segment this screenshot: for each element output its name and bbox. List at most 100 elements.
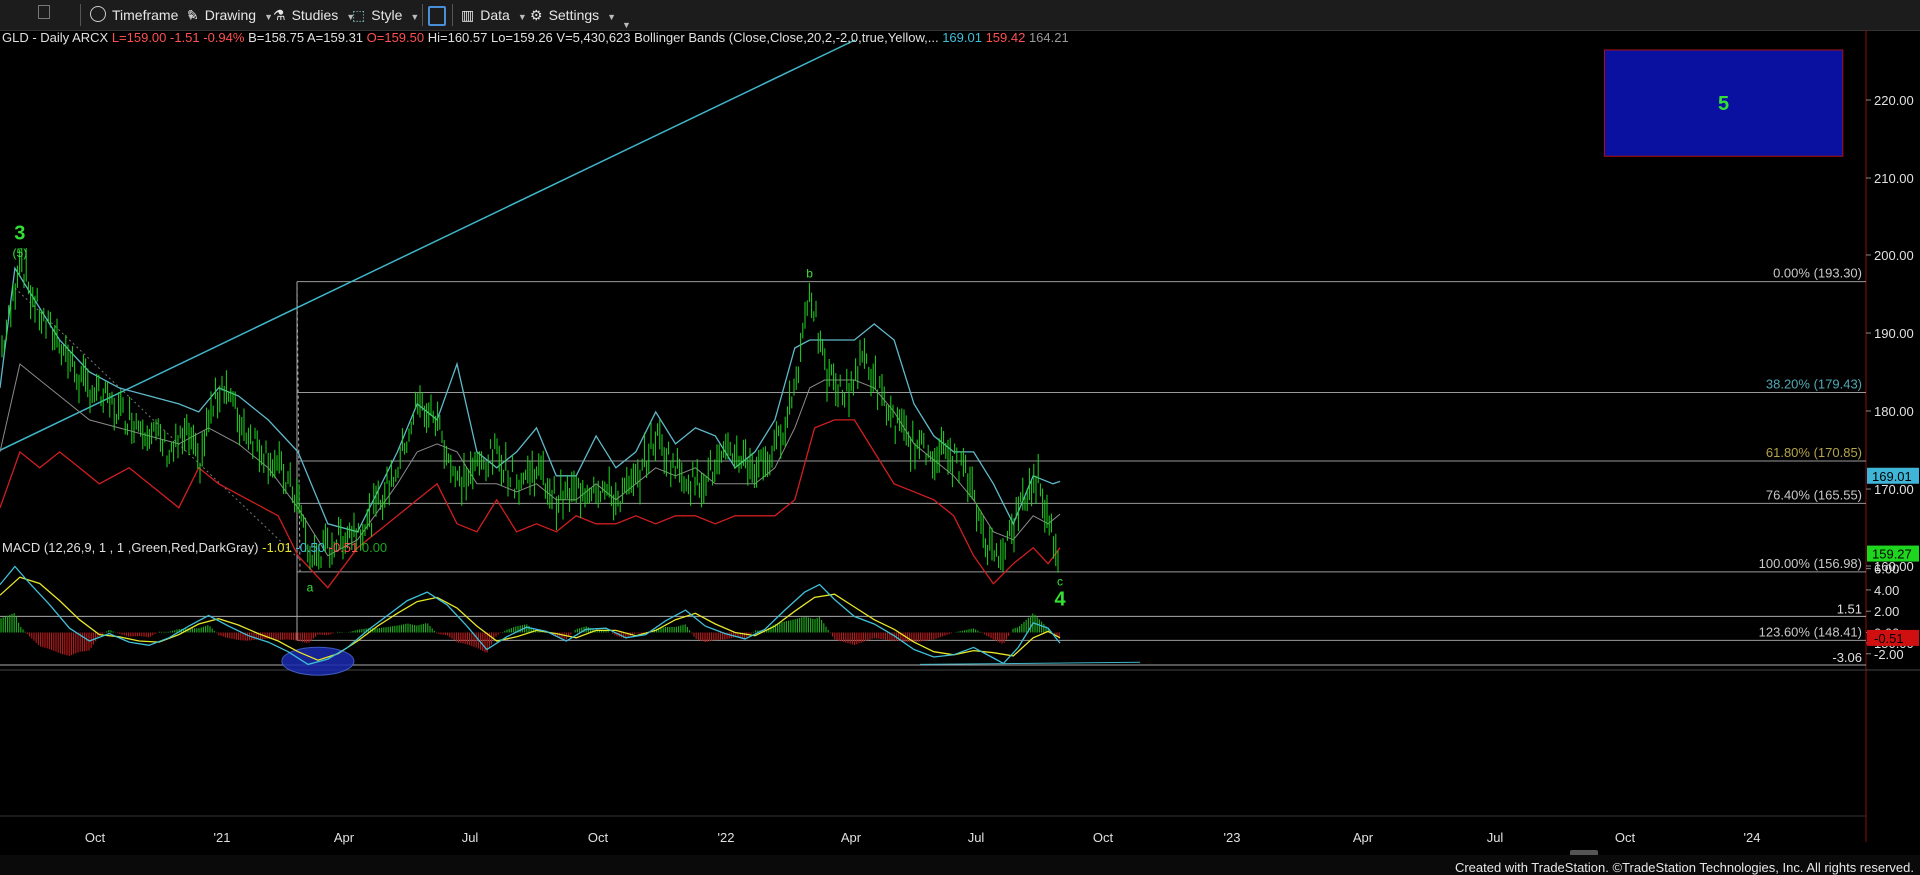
macd-header: MACD (12,26,9, 1 , 1 ,Green,Red,DarkGray… — [2, 540, 387, 555]
macd-y-tick-label: 6.00 — [1874, 562, 1899, 577]
settings-menu[interactable]: ⚙ Settings ▼ ▼ — [530, 5, 631, 30]
quote-field: O=159.50 — [367, 30, 428, 45]
macd-field: -0.50 — [295, 540, 328, 555]
bar-chart-icon: ▥ — [461, 7, 475, 23]
y-tick-label: 190.00 — [1874, 326, 1914, 341]
price-marker-label: 159.27 — [1872, 547, 1912, 562]
x-tick-label: Jul — [1487, 830, 1504, 845]
macd-marker-box — [1867, 629, 1919, 646]
toolbar-divider — [80, 4, 81, 26]
wave-label: (5) — [13, 246, 28, 260]
wave-label: b — [806, 267, 813, 281]
chart-area[interactable]: 150.00160.00170.00180.00190.00200.00210.… — [0, 30, 1920, 875]
fib-level-label: 100.00% (156.98) — [1759, 556, 1862, 571]
quote-field: A=159.31 — [307, 30, 367, 45]
target-label: 5 — [1718, 93, 1729, 115]
clock-icon — [90, 6, 106, 22]
y-tick-label: 210.00 — [1874, 171, 1914, 186]
y-tick-label: 160.00 — [1874, 559, 1914, 574]
macd-marker-label: -0.51 — [1874, 631, 1904, 646]
macd-field: MACD (12,26,9, 1 , 1 ,Green,Red,DarkGray… — [2, 540, 262, 555]
timeframe-label: Timeframe — [112, 7, 179, 23]
macd-line — [0, 565, 1061, 666]
fib-anchor-line — [296, 281, 301, 572]
quote-field: ARCX — [72, 30, 112, 45]
studies-label: Studies — [291, 7, 339, 23]
window-icon[interactable] — [38, 5, 50, 19]
settings-label: Settings — [548, 7, 600, 23]
data-menu[interactable]: ▥ Data ▼ — [461, 5, 527, 25]
drawing-menu[interactable]: ✎ Drawing ▼ — [187, 5, 273, 25]
target-box — [1603, 49, 1844, 157]
x-tick-label: '22 — [718, 830, 735, 845]
drawing-label: Drawing — [204, 7, 257, 23]
x-tick-label: Apr — [334, 830, 355, 845]
price-marker-label: 169.01 — [1872, 469, 1912, 484]
trendline — [0, 39, 856, 451]
pencil-icon: ✎ — [187, 7, 199, 23]
quote-field: -0.94% — [203, 30, 248, 45]
wave-label: 3 — [14, 222, 25, 244]
x-tick-label: Jul — [968, 830, 985, 845]
macd-ref-label: -3.06 — [1832, 650, 1862, 665]
macd-y-tick-label: -2.00 — [1874, 647, 1904, 662]
style-icon: ⬚ — [352, 7, 366, 23]
macd-field: -0.51 — [329, 540, 362, 555]
x-tick-label: '23 — [1224, 830, 1241, 845]
y-tick-label: 200.00 — [1874, 248, 1914, 263]
flask-icon: ⚗ — [273, 7, 286, 23]
chevron-down-icon: ▼ — [621, 20, 631, 30]
x-tick-label: Oct — [588, 830, 609, 845]
x-tick-label: Apr — [841, 830, 862, 845]
quote-field: V=5,430,623 — [556, 30, 634, 45]
wave-label: c — [1057, 574, 1063, 588]
macd-y-tick-label: 4.00 — [1874, 583, 1899, 598]
style-label: Style — [371, 7, 403, 23]
price-marker-box — [1867, 467, 1919, 484]
wave-label: 4 — [1054, 588, 1066, 610]
quote-header: GLD - Daily ARCX L=159.00 -1.51 -0.94% B… — [2, 30, 1069, 45]
quote-field: GLD - Daily — [2, 30, 72, 45]
footer-credit: Created with TradeStation. ©TradeStation… — [1454, 860, 1914, 875]
y-tick-label: 220.00 — [1874, 93, 1914, 108]
x-tick-label: Apr — [1353, 830, 1374, 845]
x-tick-label: '21 — [214, 830, 231, 845]
toolbar-divider — [422, 4, 423, 26]
chevron-down-icon: ▼ — [517, 12, 527, 22]
quote-field: -1.51 — [170, 30, 203, 45]
macd-ref-label: 1.51 — [1837, 601, 1862, 616]
fib-level-label: 38.20% (179.43) — [1766, 376, 1862, 391]
dotted-trendline — [14, 287, 301, 561]
fib-level-label: 0.00% (193.30) — [1773, 266, 1862, 281]
quote-field: Lo=159.26 — [491, 30, 556, 45]
x-tick-label: Jul — [462, 830, 479, 845]
toolbar-divider — [452, 4, 453, 26]
macd-field: -1.01 — [262, 540, 295, 555]
chevron-down-icon: ▼ — [346, 12, 356, 22]
studies-menu[interactable]: ⚗ Studies ▼ — [273, 5, 355, 25]
quote-field: 169.01 — [942, 30, 985, 45]
chevron-down-icon: ▼ — [607, 12, 617, 22]
quote-field: 164.21 — [1029, 30, 1069, 45]
timeframe-menu[interactable]: Timeframe ▼ — [90, 5, 195, 25]
x-tick-label: Oct — [1093, 830, 1114, 845]
layout-icon[interactable] — [428, 6, 446, 26]
gear-icon: ⚙ — [530, 7, 543, 23]
quote-field: 159.42 — [986, 30, 1029, 45]
wave-label: a — [307, 581, 314, 595]
data-label: Data — [480, 7, 510, 23]
fib-level-label: 76.40% (165.55) — [1766, 487, 1862, 502]
quote-field: Bollinger Bands (Close,Close,20,2,-2,0,t… — [634, 30, 942, 45]
y-tick-label: 170.00 — [1874, 482, 1914, 497]
bb-lower-line — [0, 419, 1061, 589]
y-tick-label: 180.00 — [1874, 404, 1914, 419]
footer-bar — [0, 855, 1920, 875]
macd-trendline — [919, 661, 1141, 665]
style-menu[interactable]: ⬚ Style ▼ — [352, 5, 419, 25]
chevron-down-icon: ▼ — [186, 12, 196, 22]
chevron-down-icon: ▼ — [410, 12, 420, 22]
x-tick-label: Oct — [85, 830, 106, 845]
x-tick-label: '24 — [1744, 830, 1761, 845]
x-tick-label: Oct — [1615, 830, 1636, 845]
chevron-down-icon: ▼ — [264, 12, 274, 22]
